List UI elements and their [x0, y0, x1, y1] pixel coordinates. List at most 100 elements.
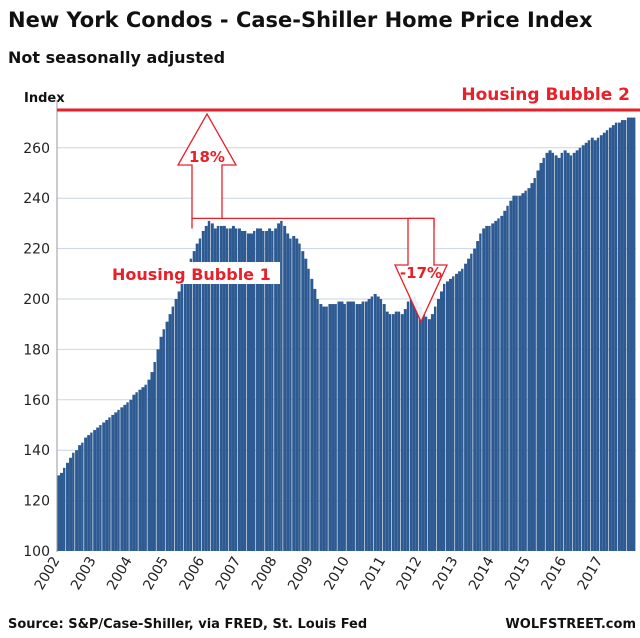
- bar: [382, 304, 386, 551]
- x-tick-label: 2005: [140, 554, 172, 593]
- bar: [539, 162, 543, 552]
- bar: [60, 472, 64, 551]
- bar: [512, 195, 516, 551]
- bar: [406, 301, 410, 551]
- bar: [334, 304, 337, 551]
- bar: [81, 442, 84, 551]
- bar: [240, 230, 244, 551]
- bar: [599, 135, 603, 551]
- bar: [617, 122, 621, 551]
- bar: [446, 281, 450, 551]
- bar: [433, 306, 437, 551]
- bar: [322, 306, 326, 551]
- bar: [584, 142, 588, 551]
- x-tick-label: 2015: [502, 554, 534, 593]
- bar: [78, 445, 82, 551]
- bar: [237, 228, 241, 551]
- bar: [427, 319, 431, 551]
- bar: [298, 243, 301, 551]
- bar: [168, 314, 172, 551]
- bar: [277, 223, 281, 551]
- bar: [614, 122, 618, 551]
- bar: [90, 432, 93, 551]
- bar: [521, 193, 525, 551]
- bar: [464, 263, 468, 551]
- bar: [412, 296, 416, 551]
- bar: [183, 278, 187, 551]
- bar: [394, 311, 398, 551]
- bar: [174, 299, 178, 551]
- rise-percent-label: 18%: [189, 148, 225, 166]
- bar: [397, 311, 401, 551]
- bar: [473, 248, 477, 551]
- bar: [180, 283, 184, 551]
- bar: [602, 132, 606, 551]
- bar: [246, 233, 250, 552]
- bar: [192, 251, 196, 551]
- bar: [506, 205, 509, 551]
- bar: [138, 389, 142, 551]
- bar: [418, 306, 422, 551]
- y-tick-label: 180: [23, 342, 50, 358]
- bar: [569, 155, 573, 552]
- y-tick-label: 220: [23, 242, 50, 258]
- bar: [93, 430, 97, 551]
- bar: [243, 230, 247, 551]
- annotations: Housing Bubble 2 18% -17% Housing Bubble…: [57, 85, 640, 324]
- bar: [141, 387, 145, 551]
- bar: [632, 117, 636, 551]
- bar: [575, 150, 579, 551]
- bar: [626, 117, 630, 551]
- bar: [545, 152, 549, 551]
- bar: [409, 299, 413, 551]
- bar: [479, 233, 482, 552]
- bar: [581, 145, 585, 551]
- bubble-1-label-bg: [108, 262, 280, 284]
- bar: [509, 200, 513, 551]
- x-tick-label: 2004: [104, 554, 136, 593]
- bar: [234, 228, 238, 551]
- bar: [117, 409, 120, 551]
- source-note: Source: S&P/Case-Shiller, via FRED, St. …: [8, 617, 367, 632]
- x-tick-label: 2008: [249, 554, 281, 593]
- bar: [135, 392, 138, 551]
- x-tick-label: 2017: [575, 554, 607, 593]
- bar: [349, 301, 353, 551]
- drop-arrow: [393, 217, 449, 324]
- bar: [162, 329, 165, 551]
- x-tick-label: 2007: [213, 554, 245, 593]
- bar: [370, 296, 374, 551]
- bar: [228, 228, 232, 551]
- bar: [156, 349, 160, 551]
- bar: [159, 336, 163, 551]
- bar: [274, 228, 278, 551]
- bar: [430, 314, 434, 551]
- bar: [491, 223, 495, 551]
- bar: [593, 140, 597, 552]
- bar: [301, 251, 305, 551]
- bar: [75, 450, 79, 551]
- bars: [57, 117, 636, 552]
- chart-title: New York Condos - Case-Shiller Home Pric…: [8, 8, 593, 32]
- housing-bubble-1-label: Housing Bubble 1: [112, 265, 271, 284]
- bar: [316, 299, 319, 551]
- bar: [470, 253, 473, 551]
- bar: [391, 314, 395, 551]
- bar: [331, 304, 335, 551]
- brand-logo-text: WOLFSTREET.com: [505, 617, 636, 632]
- bar: [361, 301, 364, 551]
- bar: [189, 258, 193, 551]
- bar: [201, 230, 205, 551]
- bar: [554, 155, 558, 552]
- x-tick-label: 2009: [285, 554, 317, 593]
- x-tick-label: 2011: [357, 554, 389, 593]
- y-tick-label: 200: [23, 292, 50, 308]
- bar: [280, 220, 283, 551]
- bar: [153, 362, 156, 551]
- bar: [421, 311, 425, 551]
- y-axis-label: Index: [24, 91, 65, 106]
- bar: [171, 306, 175, 551]
- bar: [262, 230, 265, 551]
- bar: [611, 125, 615, 552]
